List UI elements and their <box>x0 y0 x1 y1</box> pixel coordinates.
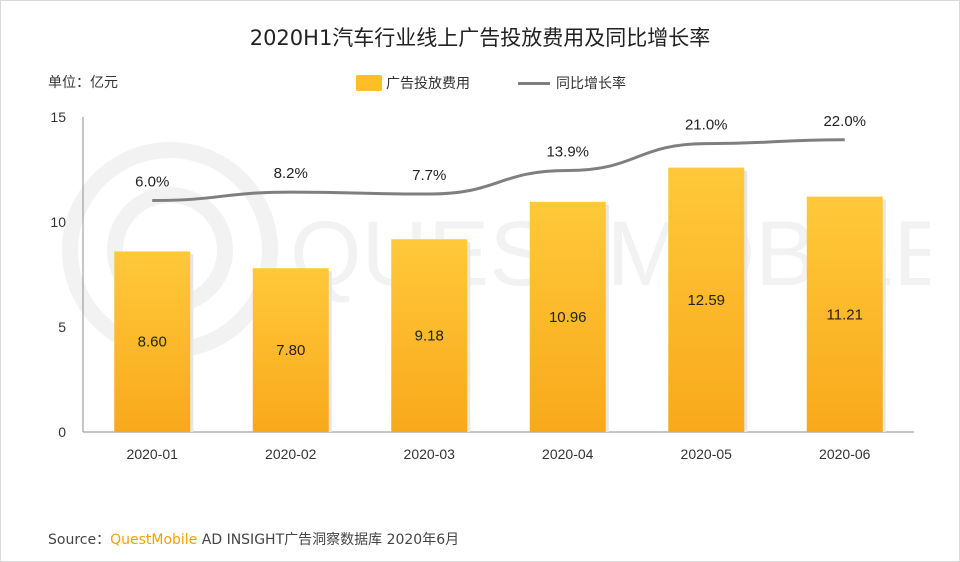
bar <box>529 201 606 432</box>
growth-rate-label: 7.7% <box>412 167 446 184</box>
chart-title: 2020H1汽车行业线上广告投放费用及同比增长率 <box>249 26 711 50</box>
bar-value-label: 7.80 <box>276 342 305 359</box>
y-tick-label: 5 <box>58 319 66 335</box>
growth-rate-label: 8.2% <box>274 165 308 182</box>
bar-value-label: 9.18 <box>415 328 444 345</box>
bar <box>806 196 883 432</box>
growth-rate-label: 6.0% <box>135 173 169 190</box>
source-brand: QuestMobile <box>110 532 198 548</box>
bar-value-label: 12.59 <box>687 292 725 309</box>
bar <box>391 239 468 432</box>
source-rest: AD INSIGHT广告洞察数据库 2020年6月 <box>201 532 460 548</box>
growth-rate-line <box>152 138 845 202</box>
source-note: Source：QuestMobile AD INSIGHT广告洞察数据库 202… <box>48 529 459 549</box>
legend-item-line: 同比增长率 <box>518 73 626 93</box>
growth-rate-label: 21.0% <box>685 117 728 134</box>
bar-value-label: 8.60 <box>138 334 167 351</box>
growth-rate-label: 22.0% <box>823 113 866 130</box>
legend-bar-swatch <box>356 75 382 91</box>
x-tick-label: 2020-03 <box>404 446 456 462</box>
bar-value-label: 10.96 <box>549 309 587 326</box>
source-prefix: Source： <box>48 532 111 548</box>
legend-item-bar: 广告投放费用 <box>356 73 470 93</box>
x-tick-label: 2020-04 <box>542 446 594 462</box>
unit-label: 单位：亿元 <box>48 75 118 91</box>
x-tick-label: 2020-01 <box>127 446 179 462</box>
bar-value-label: 11.21 <box>827 306 863 323</box>
growth-rate-label: 13.9% <box>546 144 589 161</box>
y-tick-label: 0 <box>58 424 66 440</box>
y-tick-label: 15 <box>50 109 66 125</box>
y-tick-label: 10 <box>50 214 66 230</box>
x-tick-label: 2020-02 <box>265 446 317 462</box>
legend-line-swatch <box>518 81 550 85</box>
legend-line-label: 同比增长率 <box>556 76 626 92</box>
x-tick-label: 2020-06 <box>819 446 871 462</box>
bar <box>668 167 745 433</box>
bar <box>114 251 191 432</box>
bar <box>252 268 329 432</box>
x-tick-label: 2020-05 <box>681 446 733 462</box>
legend-bar-label: 广告投放费用 <box>386 76 470 92</box>
